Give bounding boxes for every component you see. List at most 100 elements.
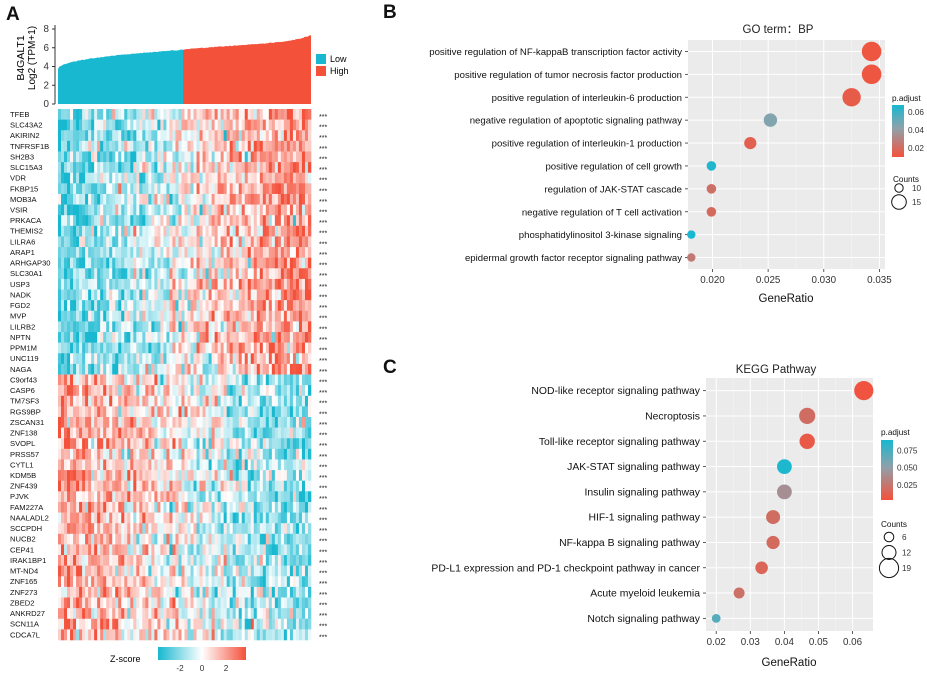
heatmap-cell (265, 183, 270, 195)
heatmap-cell (259, 247, 264, 258)
heatmap-cell (193, 448, 197, 460)
heatmap-cell (154, 523, 158, 535)
heatmap-cell (301, 501, 306, 513)
heatmap-cell (103, 162, 107, 174)
heatmap-cell (247, 597, 252, 609)
heatmap-cell (88, 162, 92, 174)
heatmap-cell (184, 416, 188, 428)
heatmap-cell (232, 512, 236, 524)
heatmap-cell (220, 353, 224, 365)
heatmap-cell (304, 363, 309, 375)
heatmap-cell (112, 353, 116, 365)
heatmap-cell (76, 565, 80, 577)
heatmap-cell (79, 204, 83, 216)
heatmap-cell (238, 289, 243, 301)
heatmap-cell (298, 363, 303, 375)
heatmap-cell (79, 247, 83, 258)
heatmap-cell (181, 629, 185, 641)
heatmap-cell (127, 225, 131, 237)
heatmap-cell (280, 332, 285, 343)
heatmap-cell (178, 363, 182, 375)
heatmap-cell (244, 172, 249, 184)
heatmap-cell (139, 236, 143, 248)
heatmap-cell (295, 416, 300, 428)
heatmap-cell (274, 236, 279, 248)
heatmap-cell (289, 608, 294, 620)
heatmap-cell (157, 300, 161, 312)
heatmap-cell (193, 544, 197, 556)
term-label: PD-L1 expression and PD-1 checkpoint pat… (431, 563, 700, 574)
heatmap-cell (67, 385, 71, 397)
heatmap-cell (193, 512, 197, 524)
heatmap-cell (100, 427, 104, 439)
heatmap-cell (79, 332, 83, 343)
heatmap-cell (184, 618, 188, 630)
heatmap-cell (202, 140, 206, 152)
heatmap-cell (67, 406, 71, 418)
heatmap-cell (253, 353, 258, 365)
heatmap-cell (133, 395, 137, 407)
heatmap-cell (271, 225, 276, 237)
heatmap-cell (103, 608, 107, 620)
heatmap-cell (220, 555, 224, 566)
heatmap-cell (262, 278, 267, 290)
heatmap-cell (187, 512, 191, 524)
heatmap-cell (184, 544, 188, 556)
heatmap-cell (259, 140, 264, 152)
heatmap-cell (175, 204, 179, 216)
heatmap-cell (67, 555, 71, 566)
heatmap-cell (157, 416, 161, 428)
heatmap-cell (70, 427, 74, 439)
heatmap-cell (238, 533, 243, 545)
heatmap-cell (94, 183, 98, 195)
term-label: Insulin signaling pathway (584, 487, 700, 498)
heatmap-cell (208, 608, 212, 620)
heatmap-cell (121, 448, 125, 460)
heatmap-cell (112, 268, 116, 280)
heatmap-cell (112, 427, 116, 439)
heatmap-cell (187, 204, 191, 216)
heatmap-cell (277, 204, 282, 216)
heatmap-cell (160, 608, 164, 620)
heatmap-cell (211, 555, 215, 566)
heatmap-cell (154, 289, 158, 301)
heatmap-cell (145, 289, 149, 301)
heatmap-cell (253, 342, 258, 354)
heatmap-cell (157, 374, 161, 386)
heatmap-cell (67, 427, 71, 439)
heatmap-cell (238, 470, 243, 481)
heatmap-cell (292, 480, 297, 492)
heatmap-cell (115, 533, 119, 545)
heatmap-cell (262, 618, 267, 630)
heatmap-cell (148, 172, 152, 184)
heatmap-cell (271, 608, 276, 620)
heatmap-cell (124, 491, 128, 503)
heatmap-cell (298, 130, 303, 142)
heatmap-cell (79, 225, 83, 237)
heatmap-cell (205, 576, 209, 588)
heatmap-cell (61, 140, 65, 152)
heatmap-cell (79, 300, 83, 312)
heatmap-cell (145, 565, 149, 577)
heatmap-cell (175, 597, 179, 609)
heatmap-cell (130, 130, 134, 142)
heatmap-cell (289, 109, 294, 120)
heatmap-cell (97, 193, 101, 205)
heatmap-cell (202, 215, 206, 227)
heatmap-cell (106, 215, 110, 227)
heatmap-cell (190, 385, 194, 397)
heatmap-cell (301, 289, 306, 301)
heatmap-cell (157, 406, 161, 418)
heatmap-cell (292, 597, 297, 609)
x-tick-label: 0.03 (741, 637, 761, 648)
heatmap-cell (175, 448, 179, 460)
size-legend-circle (891, 194, 907, 210)
heatmap-cell (301, 512, 306, 524)
heatmap-cell (133, 183, 137, 195)
heatmap-cell (124, 438, 128, 450)
heatmap-cell (226, 215, 230, 227)
heatmap-cell (187, 427, 191, 439)
heatmap-cell (100, 140, 104, 152)
heatmap-cell (253, 374, 258, 386)
heatmap-cell (241, 470, 246, 481)
